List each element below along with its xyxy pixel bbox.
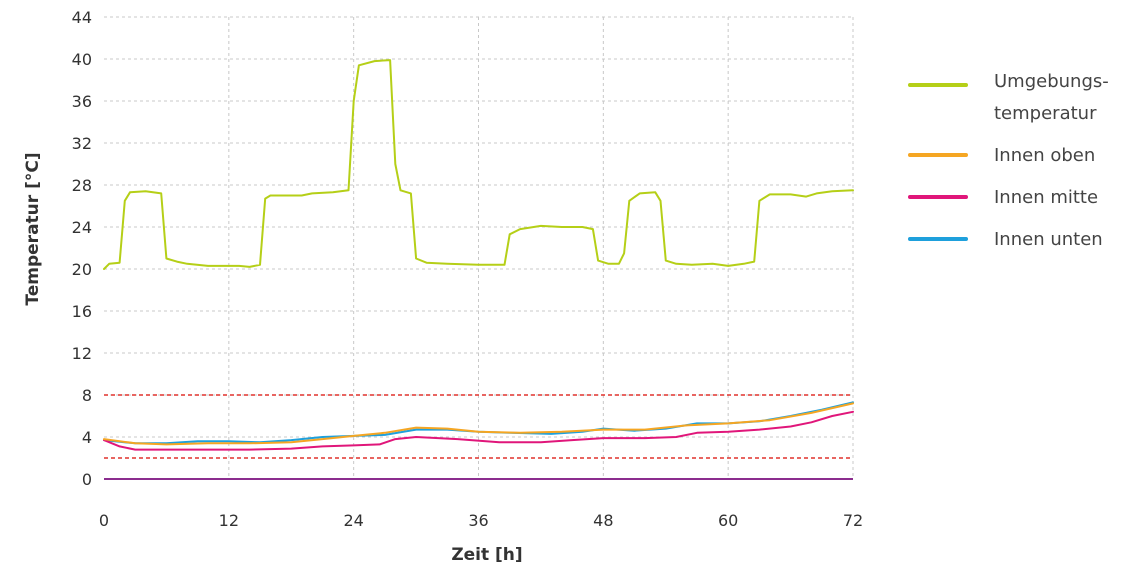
- x-tick-label: 48: [593, 511, 613, 530]
- x-axis-title: Zeit [h]: [451, 545, 522, 565]
- y-tick-label: 20: [72, 260, 92, 279]
- series-line-umgebungs-temperatur: [103, 59, 854, 270]
- reference-lines: [104, 394, 853, 480]
- y-tick-label: 16: [72, 302, 92, 321]
- legend: Umgebungs-temperatur Innen oben Innen mitt…: [908, 71, 1109, 250]
- legend-label: Innen mitte: [994, 187, 1098, 208]
- x-tick-label: 0: [99, 511, 109, 530]
- y-tick-label: 44: [72, 8, 92, 27]
- x-tick-label: 72: [843, 511, 863, 530]
- x-axis-ticks: 0 12 24 36 48 60 72: [99, 511, 863, 530]
- legend-label: Innen unten: [994, 229, 1103, 250]
- x-tick-label: 12: [219, 511, 239, 530]
- y-tick-label: 4: [82, 428, 92, 447]
- legend-label: Innen oben: [994, 145, 1095, 166]
- legend-label: Umgebungs-: [994, 71, 1109, 92]
- series-line-innen-oben: [103, 402, 854, 446]
- y-tick-label: 12: [72, 344, 92, 363]
- y-tick-label: 28: [72, 176, 92, 195]
- y-tick-label: 32: [72, 134, 92, 153]
- y-axis-title: Temperatur [°C]: [23, 152, 43, 305]
- y-tick-label: 40: [72, 50, 92, 69]
- y-axis-ticks: 0 4 8 12 16 20 24 28 32 36 40 44: [72, 8, 92, 489]
- series-line-innen-mitte: [103, 410, 854, 451]
- legend-label: temperatur: [994, 103, 1097, 124]
- y-tick-label: 24: [72, 218, 92, 237]
- y-tick-label: 8: [82, 386, 92, 405]
- x-tick-label: 60: [718, 511, 738, 530]
- grid: [104, 16, 854, 479]
- series-lines: [103, 59, 854, 451]
- x-tick-label: 24: [343, 511, 363, 530]
- x-tick-label: 36: [468, 511, 488, 530]
- y-tick-label: 36: [72, 92, 92, 111]
- y-tick-label: 0: [82, 470, 92, 489]
